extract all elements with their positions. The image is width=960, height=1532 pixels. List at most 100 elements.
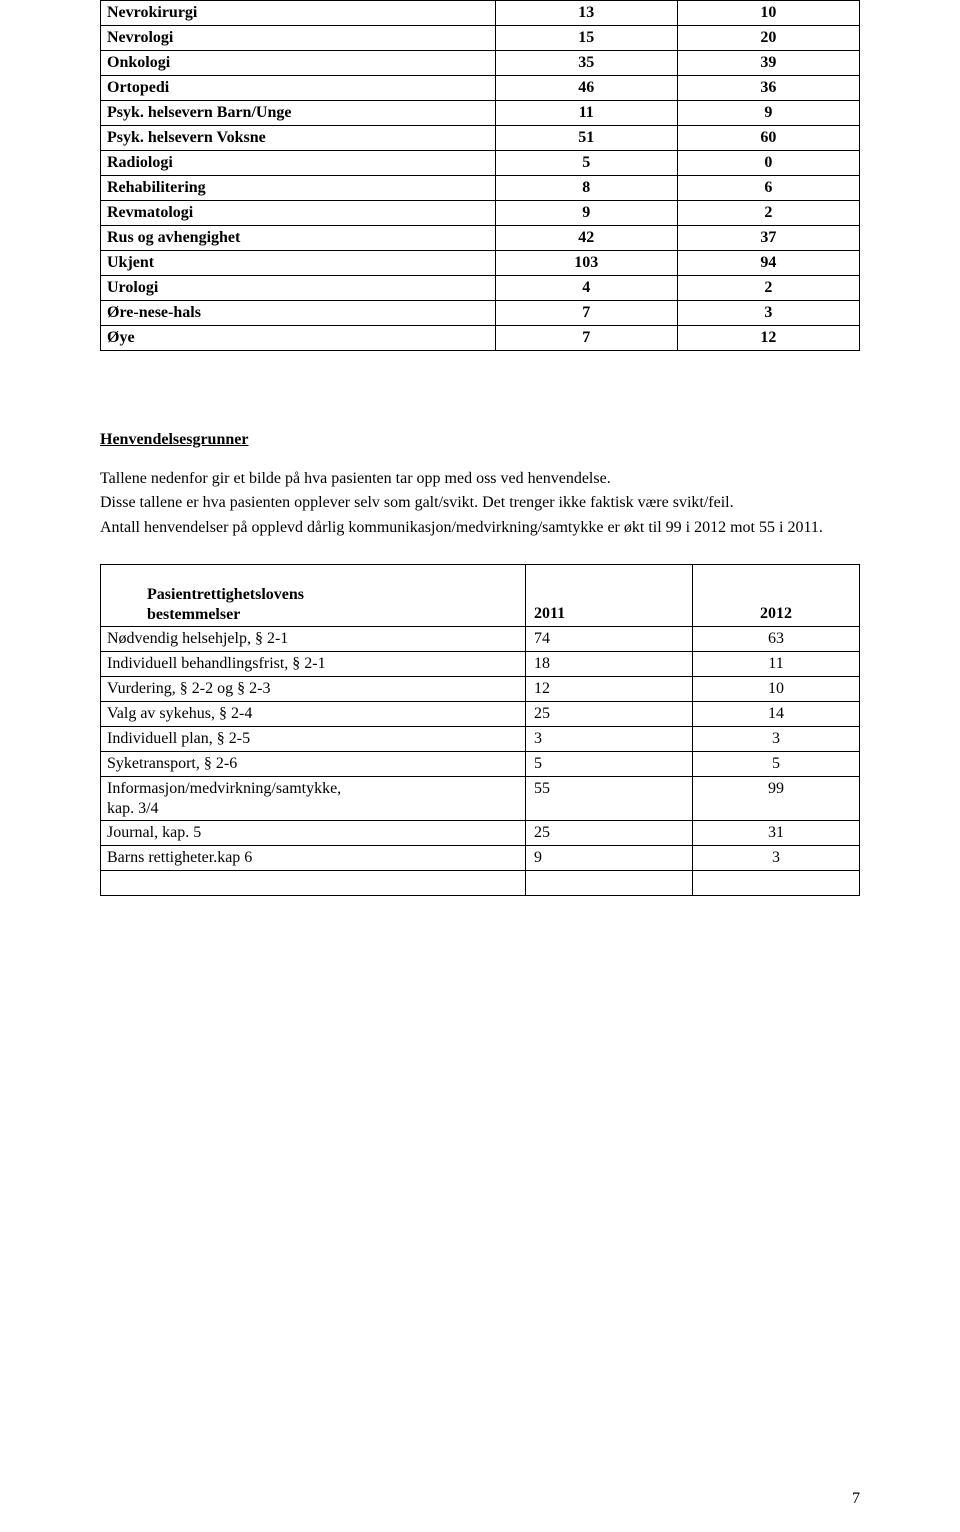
page-container: Nevrokirurgi1310Nevrologi1520Onkologi353… (0, 0, 960, 1532)
row-value-1: 25 (526, 702, 693, 727)
row-value-1: 7 (495, 301, 677, 326)
row-label: Nødvendig helsehjelp, § 2-1 (101, 627, 526, 652)
row-value-1: 3 (526, 727, 693, 752)
row-value-1: 4 (495, 276, 677, 301)
row-value-1: 18 (526, 652, 693, 677)
paragraph-1: Tallene nedenfor gir et bilde på hva pas… (100, 469, 860, 489)
row-value-1: 5 (526, 752, 693, 777)
paragraph-2: Disse tallene er hva pasienten opplever … (100, 493, 860, 513)
row-label: Urologi (101, 276, 496, 301)
table-header-row: Pasientrettighetslovensbestemmelser20112… (101, 565, 860, 627)
table-row: Ortopedi4636 (101, 76, 860, 101)
row-value-1: 9 (526, 846, 693, 871)
row-value-2: 99 (693, 777, 860, 821)
empty-cell (526, 871, 693, 896)
header-label: Pasientrettighetslovensbestemmelser (101, 565, 526, 627)
row-label: Vurdering, § 2-2 og § 2-3 (101, 677, 526, 702)
row-label: Onkologi (101, 51, 496, 76)
table-row: Informasjon/medvirkning/samtykke,kap. 3/… (101, 777, 860, 821)
row-value-2: 3 (677, 301, 859, 326)
row-label: Radiologi (101, 151, 496, 176)
row-value-2: 39 (677, 51, 859, 76)
row-value-2: 5 (693, 752, 860, 777)
page-number: 7 (852, 1490, 860, 1508)
row-value-1: 13 (495, 1, 677, 26)
row-value-1: 7 (495, 326, 677, 351)
table-row: Individuell behandlingsfrist, § 2-11811 (101, 652, 860, 677)
row-label: Øye (101, 326, 496, 351)
table-row: Barns rettigheter.kap 693 (101, 846, 860, 871)
row-value-2: 9 (677, 101, 859, 126)
row-value-2: 6 (677, 176, 859, 201)
row-value-2: 63 (693, 627, 860, 652)
table-specialties: Nevrokirurgi1310Nevrologi1520Onkologi353… (100, 0, 860, 351)
table-row: Valg av sykehus, § 2-42514 (101, 702, 860, 727)
paragraph-3: Antall henvendelser på opplevd dårlig ko… (100, 518, 860, 538)
row-label: Informasjon/medvirkning/samtykke,kap. 3/… (101, 777, 526, 821)
row-value-1: 8 (495, 176, 677, 201)
row-label: Rehabilitering (101, 176, 496, 201)
row-label: Barns rettigheter.kap 6 (101, 846, 526, 871)
table-row: Radiologi50 (101, 151, 860, 176)
row-value-2: 10 (693, 677, 860, 702)
row-label: Rus og avhengighet (101, 226, 496, 251)
row-label: Nevrokirurgi (101, 1, 496, 26)
row-value-1: 25 (526, 821, 693, 846)
table-row (101, 871, 860, 896)
row-label: Nevrologi (101, 26, 496, 51)
header-year-2: 2012 (693, 565, 860, 627)
table-row: Nevrokirurgi1310 (101, 1, 860, 26)
table-row: Journal, kap. 52531 (101, 821, 860, 846)
row-label: Øre-nese-hals (101, 301, 496, 326)
table-row: Urologi42 (101, 276, 860, 301)
row-value-2: 3 (693, 846, 860, 871)
row-label: Syketransport, § 2-6 (101, 752, 526, 777)
row-value-2: 2 (677, 201, 859, 226)
table-row: Rehabilitering86 (101, 176, 860, 201)
row-label: Individuell behandlingsfrist, § 2-1 (101, 652, 526, 677)
row-value-1: 51 (495, 126, 677, 151)
row-value-1: 12 (526, 677, 693, 702)
empty-cell (693, 871, 860, 896)
row-value-1: 55 (526, 777, 693, 821)
table-row: Syketransport, § 2-655 (101, 752, 860, 777)
row-value-2: 2 (677, 276, 859, 301)
table-row: Psyk. helsevern Voksne5160 (101, 126, 860, 151)
table-rights: Pasientrettighetslovensbestemmelser20112… (100, 564, 860, 896)
row-value-2: 12 (677, 326, 859, 351)
row-value-2: 36 (677, 76, 859, 101)
section-heading: Henvendelsesgrunner (100, 431, 860, 449)
table-row: Nevrologi1520 (101, 26, 860, 51)
empty-cell (101, 871, 526, 896)
row-value-1: 9 (495, 201, 677, 226)
row-label: Psyk. helsevern Barn/Unge (101, 101, 496, 126)
row-value-2: 3 (693, 727, 860, 752)
table-row: Rus og avhengighet4237 (101, 226, 860, 251)
row-label: Revmatologi (101, 201, 496, 226)
row-value-2: 14 (693, 702, 860, 727)
row-value-1: 5 (495, 151, 677, 176)
row-value-2: 0 (677, 151, 859, 176)
row-value-1: 11 (495, 101, 677, 126)
row-value-2: 37 (677, 226, 859, 251)
row-label: Ukjent (101, 251, 496, 276)
row-value-2: 31 (693, 821, 860, 846)
table-row: Revmatologi92 (101, 201, 860, 226)
table-row: Nødvendig helsehjelp, § 2-17463 (101, 627, 860, 652)
row-value-2: 94 (677, 251, 859, 276)
table-row: Onkologi3539 (101, 51, 860, 76)
row-value-2: 20 (677, 26, 859, 51)
row-value-1: 103 (495, 251, 677, 276)
row-label: Journal, kap. 5 (101, 821, 526, 846)
row-value-2: 60 (677, 126, 859, 151)
row-value-2: 10 (677, 1, 859, 26)
header-year-1: 2011 (526, 565, 693, 627)
row-label: Ortopedi (101, 76, 496, 101)
table-row: Psyk. helsevern Barn/Unge119 (101, 101, 860, 126)
table-row: Vurdering, § 2-2 og § 2-31210 (101, 677, 860, 702)
row-value-1: 42 (495, 226, 677, 251)
row-value-1: 35 (495, 51, 677, 76)
row-value-1: 74 (526, 627, 693, 652)
row-label: Psyk. helsevern Voksne (101, 126, 496, 151)
row-value-1: 15 (495, 26, 677, 51)
